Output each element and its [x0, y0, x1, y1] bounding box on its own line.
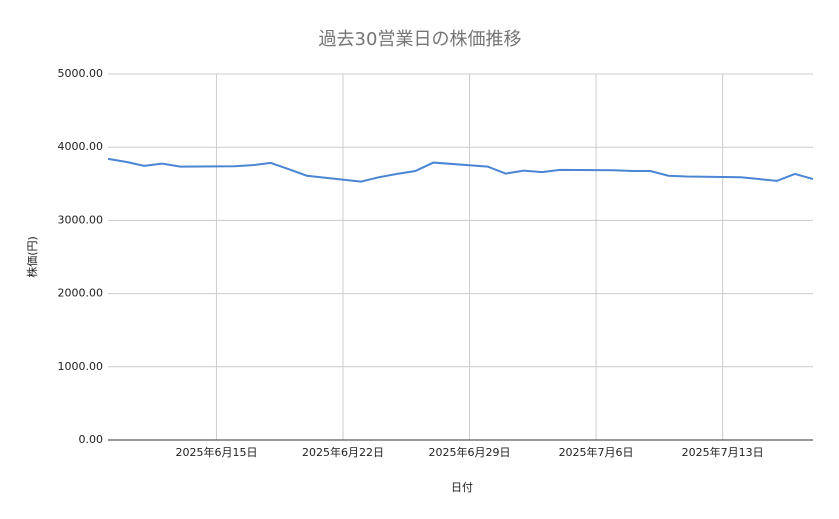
line-series	[107, 157, 814, 183]
y-axis-label: 株価(円)	[25, 236, 39, 278]
chart-title: 過去30営業日の株価推移	[319, 29, 522, 50]
x-tick-label: 2025年6月22日	[302, 445, 384, 459]
x-tick-label: 2025年6月29日	[429, 445, 511, 459]
y-tick-label: 3000.00	[58, 213, 104, 226]
x-axis-label: 日付	[451, 481, 473, 494]
y-tick-label: 4000.00	[58, 140, 104, 153]
y-tick-label: 2000.00	[58, 287, 104, 300]
y-tick-label: 0.00	[79, 433, 104, 446]
y-tick-label: 1000.00	[58, 360, 104, 373]
x-tick-label: 2025年7月6日	[559, 445, 634, 459]
x-tick-label: 2025年6月15日	[175, 445, 257, 459]
x-tick-label: 2025年7月13日	[682, 445, 764, 459]
y-tick-label: 5000.00	[58, 67, 104, 80]
